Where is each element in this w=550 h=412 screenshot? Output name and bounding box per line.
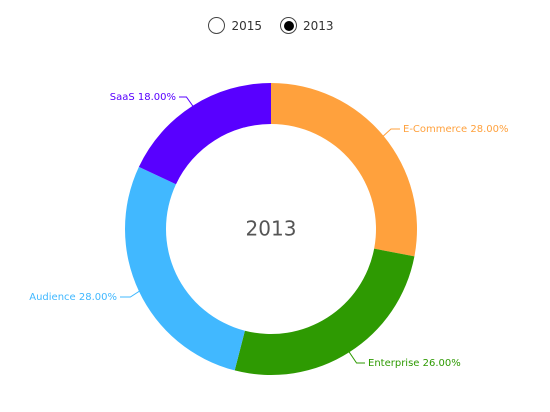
- slice-saas[interactable]: [138, 83, 271, 185]
- donut-slices: [124, 83, 417, 375]
- slice-enterprise[interactable]: [234, 248, 415, 375]
- slice-label-saas: SaaS 18.00%: [110, 92, 176, 103]
- slice-label-audience: Audience 28.00%: [29, 292, 117, 303]
- slice-labels: E-Commerce 28.00% Enterprise 26.00% Audien…: [29, 92, 508, 369]
- year-option-label: 2015: [231, 18, 262, 33]
- year-option-2013[interactable]: 2013: [280, 17, 342, 34]
- leader-line: [179, 96, 195, 108]
- year-option-label: 2013: [303, 18, 334, 33]
- slice-label-e-commerce: E-Commerce 28.00%: [403, 124, 509, 135]
- leader-line: [381, 128, 400, 138]
- slice-e-commerce[interactable]: [271, 83, 417, 257]
- year-selector: 2015 2013: [0, 17, 550, 34]
- radio-circle-icon[interactable]: [280, 17, 297, 34]
- slice-label-enterprise: Enterprise 26.00%: [368, 358, 461, 369]
- radio-dot-icon: [283, 20, 294, 31]
- radio-circle-icon[interactable]: [208, 17, 226, 34]
- year-option-2015[interactable]: 2015: [208, 17, 270, 34]
- slice-audience[interactable]: [124, 166, 245, 371]
- center-year-label: 2013: [246, 217, 297, 241]
- leader-line: [347, 350, 365, 364]
- leader-line: [120, 289, 141, 298]
